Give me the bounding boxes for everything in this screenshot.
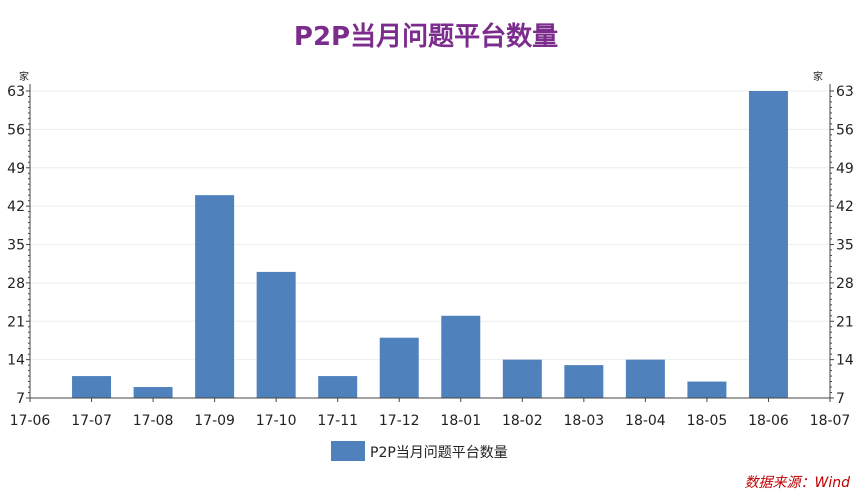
bar <box>379 337 419 398</box>
right-y-tick-label: 28 <box>836 276 854 292</box>
gridlines <box>30 90 830 361</box>
left-y-tick-label: 14 <box>7 353 25 369</box>
bar <box>564 365 604 398</box>
bar <box>502 359 542 398</box>
x-tick-label: 18-06 <box>748 413 789 429</box>
left-y-tick-label: 42 <box>7 199 25 215</box>
bar <box>625 359 665 398</box>
right-y-ticks: 7 14 21 28 35 42 49 56 63 <box>830 84 854 407</box>
bar <box>441 315 481 398</box>
bar <box>318 376 358 398</box>
axes <box>29 84 831 399</box>
right-y-tick-label: 56 <box>836 122 854 138</box>
x-tick-label: 17-11 <box>317 413 358 429</box>
left-y-tick-label: 21 <box>7 314 25 330</box>
x-tick-label: 18-02 <box>502 413 543 429</box>
bars <box>72 91 788 398</box>
x-tick-label: 18-05 <box>687 413 728 429</box>
legend-swatch <box>331 441 365 461</box>
right-y-tick-label: 49 <box>836 161 854 177</box>
left-y-ticks: 7 14 21 28 35 42 49 56 63 <box>7 84 30 407</box>
x-tick-label: 17-06 <box>10 413 51 429</box>
bar <box>133 387 173 398</box>
x-tick-label: 17-08 <box>133 413 174 429</box>
x-tick-label: 17-10 <box>256 413 297 429</box>
x-tick-label: 17-12 <box>379 413 420 429</box>
bar <box>195 195 235 398</box>
bar <box>256 271 296 398</box>
x-tick-label: 18-04 <box>625 413 666 429</box>
right-y-tick-label: 42 <box>836 199 854 215</box>
left-y-tick-label: 63 <box>7 84 25 100</box>
left-y-tick-label: 28 <box>7 276 25 292</box>
x-tick-label: 17-07 <box>71 413 112 429</box>
right-y-tick-label: 14 <box>836 353 854 369</box>
right-y-tick-label: 21 <box>836 314 854 330</box>
left-y-tick-label: 7 <box>16 391 25 407</box>
x-tick-label: 17-09 <box>194 413 235 429</box>
x-tick-label: 18-01 <box>440 413 481 429</box>
right-y-tick-label: 35 <box>836 238 854 254</box>
legend: P2P当月问题平台数量 <box>331 441 508 461</box>
right-y-tick-label: 7 <box>836 391 845 407</box>
left-y-tick-label: 56 <box>7 122 25 138</box>
bar <box>687 381 727 398</box>
source-note: 数据来源：Wind <box>745 475 851 491</box>
x-tick-label: 18-03 <box>564 413 605 429</box>
bar <box>748 91 788 398</box>
bar <box>72 376 112 398</box>
right-y-tick-label: 63 <box>836 84 854 100</box>
x-tick-label: 18-07 <box>810 413 851 429</box>
right-y-unit: 家 <box>813 70 823 83</box>
left-y-tick-label: 49 <box>7 161 25 177</box>
chart-title: P2P当月问题平台数量 <box>294 21 558 52</box>
x-ticks: 17-06 17-07 17-08 17-09 17-10 17-11 17-12 18-01… <box>10 398 851 429</box>
legend-label: P2P当月问题平台数量 <box>370 445 508 461</box>
left-y-tick-label: 35 <box>7 238 25 254</box>
left-y-unit: 家 <box>19 70 29 83</box>
